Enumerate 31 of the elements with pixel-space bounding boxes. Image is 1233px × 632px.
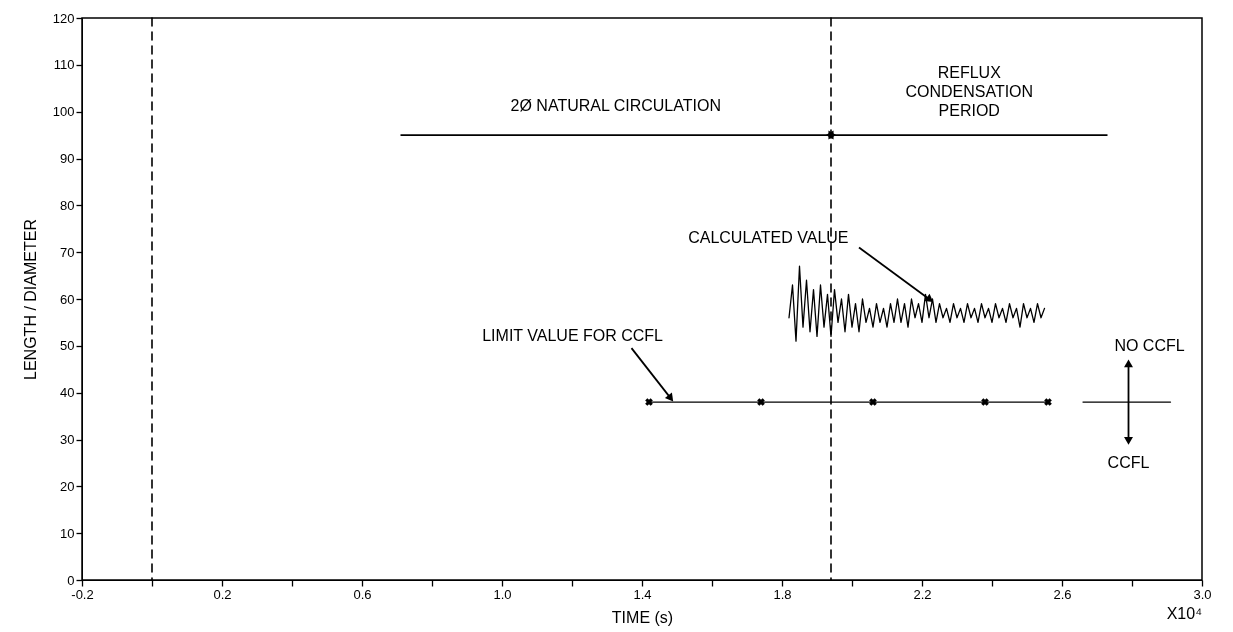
y-axis-title: LENGTH / DIAMETER — [21, 219, 39, 380]
y-tick-label: 120 — [52, 10, 75, 26]
annotation: CALCULATED VALUE — [688, 229, 849, 247]
y-tick-label: 30 — [60, 432, 75, 447]
x-tick-label: 1.8 — [773, 586, 792, 602]
text: X10⁴ — [1166, 605, 1203, 622]
x-tick-label: 1.0 — [493, 586, 512, 602]
y-tick-label: 50 — [60, 338, 75, 354]
y-tick-label: 100 — [52, 104, 75, 120]
y-tick-label: 60 — [60, 291, 75, 307]
x-tick-label: -0.2 — [71, 586, 94, 602]
y-tick-label: 10 — [60, 525, 75, 541]
x-tick-label: 0.2 — [213, 586, 232, 602]
annotation: REFLUX CONDENSATION PERIOD — [905, 63, 1034, 119]
x-tick-label: 1.4 — [633, 586, 652, 602]
annotation: NO CCFL — [1114, 336, 1185, 354]
x-tick-label: 2.2 — [913, 586, 932, 602]
y-tick-label: 40 — [60, 385, 75, 401]
y-tick-label: 20 — [60, 478, 75, 494]
y-tick-label: 110 — [53, 57, 75, 73]
y-tick-label: 0 — [67, 572, 75, 588]
x-axis-title: TIME (s) — [611, 608, 674, 626]
x-tick-label: 3.0 — [1193, 586, 1212, 602]
annotation: 2Ø NATURAL CIRCULATION — [510, 97, 721, 115]
y-tick-label: 80 — [60, 197, 75, 213]
y-tick-label: 90 — [60, 151, 75, 166]
annotation: LIMIT VALUE FOR CCFL — [482, 327, 664, 345]
annotation: CCFL — [1107, 453, 1150, 471]
y-tick-label: 70 — [60, 244, 75, 260]
x-tick-label: 2.6 — [1053, 586, 1072, 602]
x-tick-label: 0.6 — [353, 586, 372, 602]
